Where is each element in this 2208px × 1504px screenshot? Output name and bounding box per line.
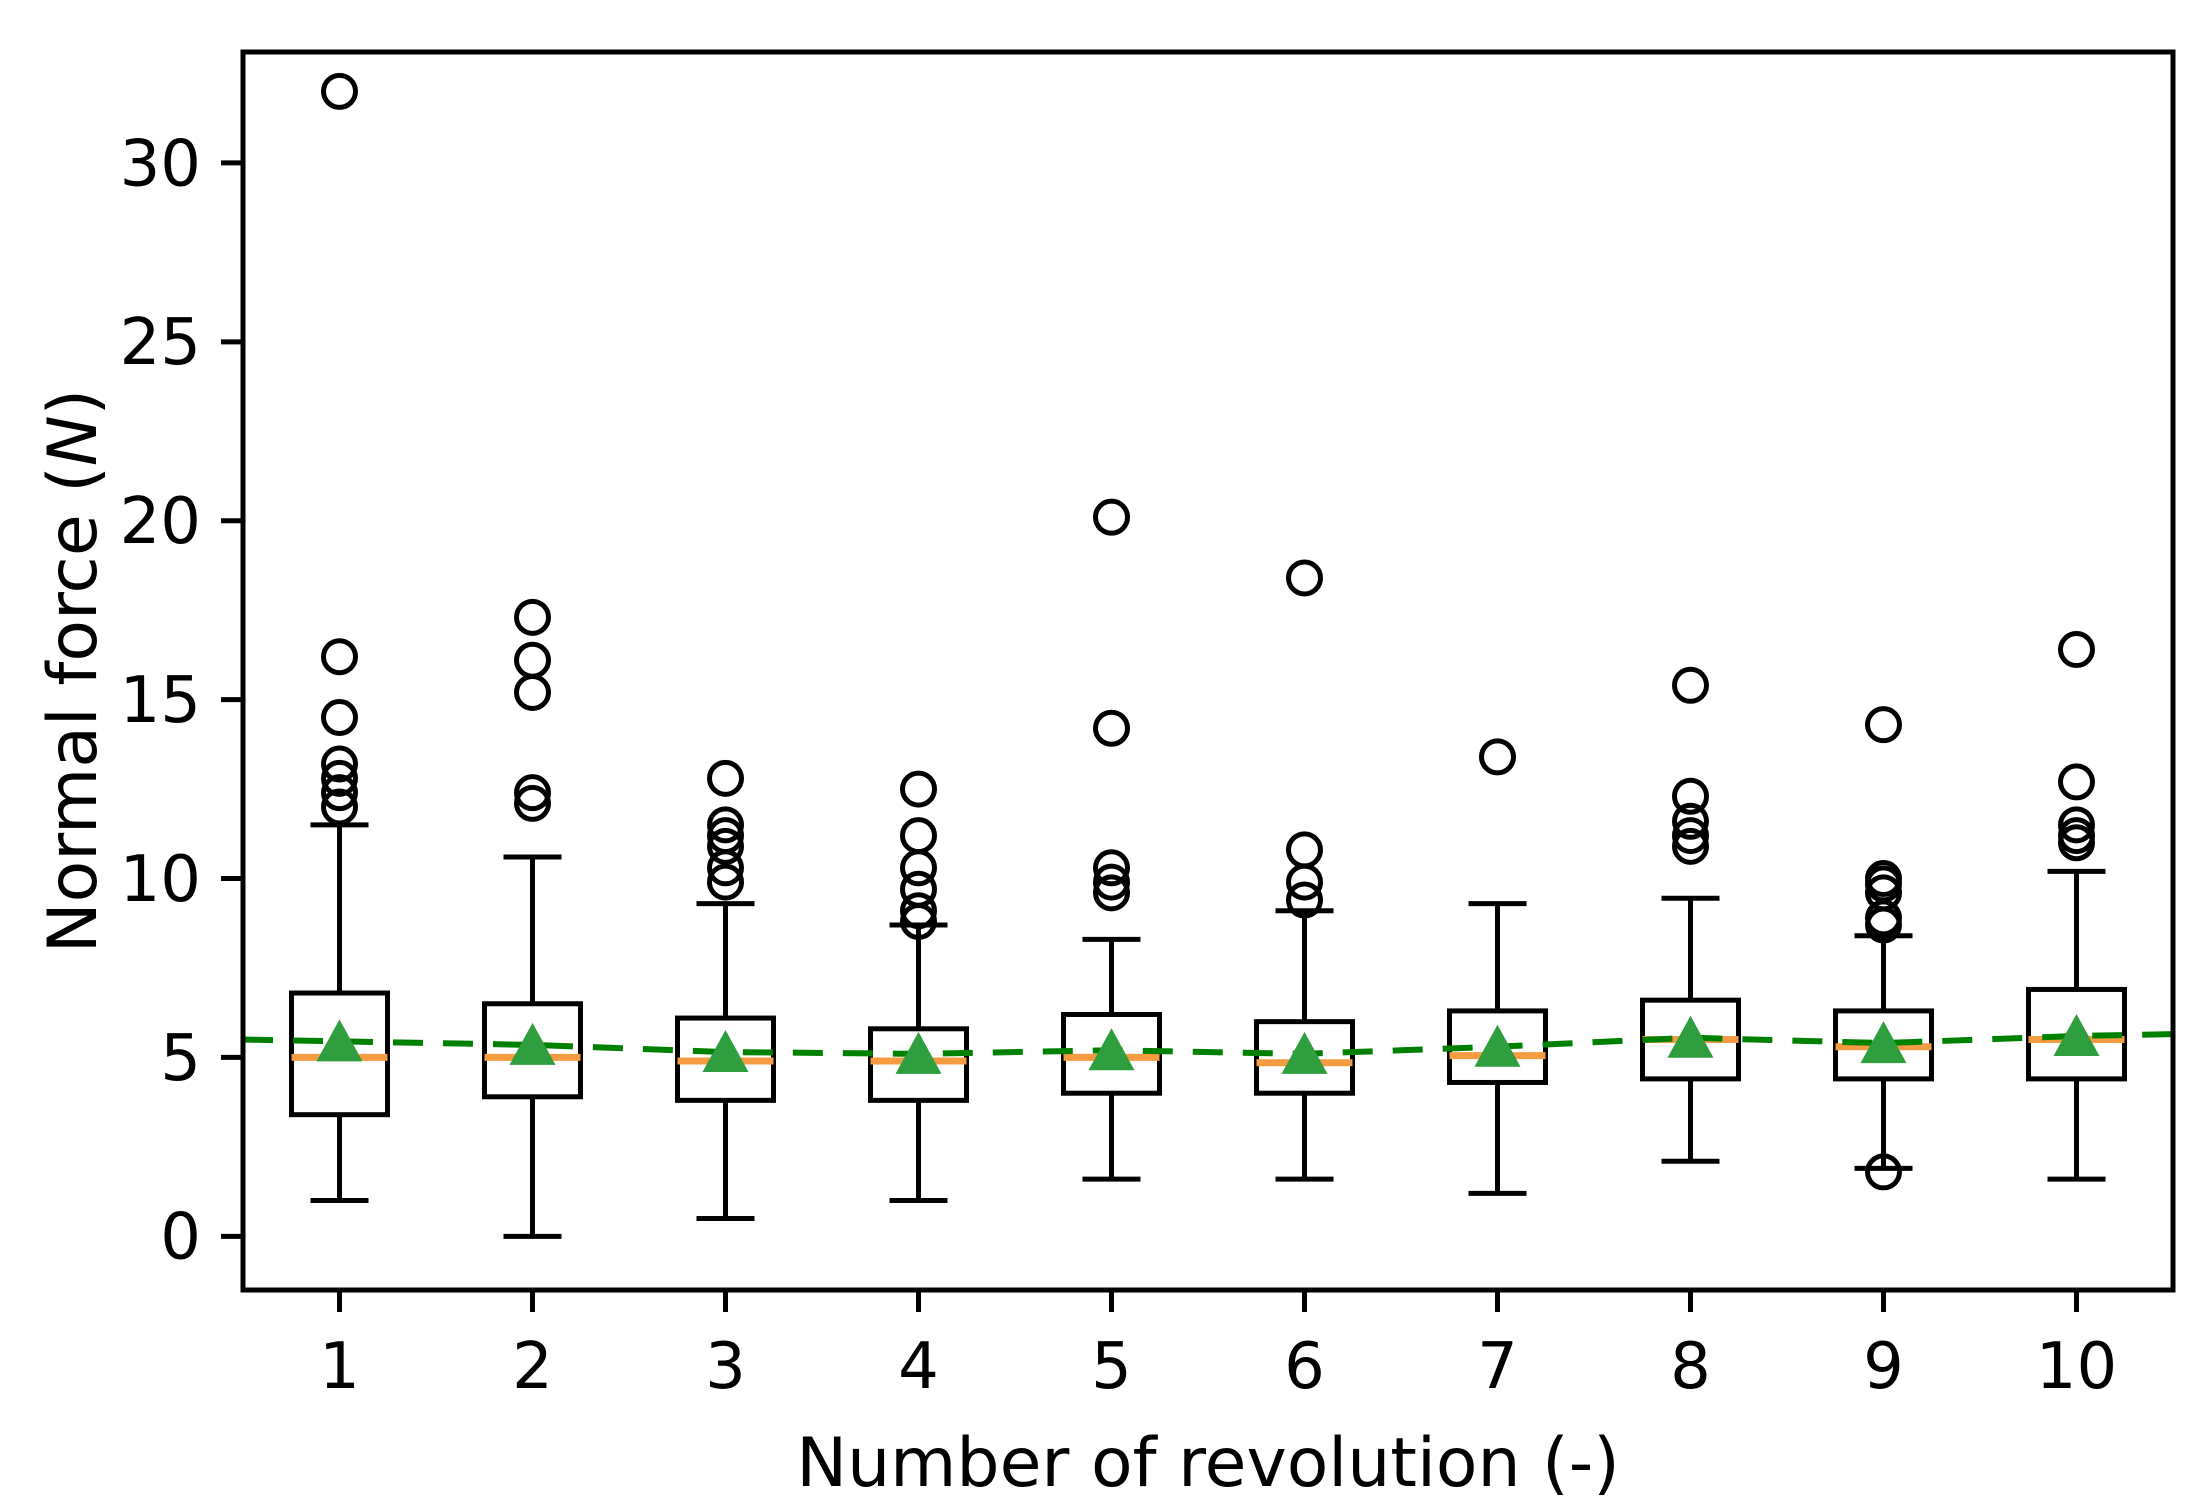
outlier-point	[707, 849, 744, 887]
outlier-point	[1286, 881, 1323, 919]
x-tick-label: 3	[705, 1330, 746, 1404]
outlier-point	[321, 72, 358, 110]
mean-marker	[895, 1031, 942, 1074]
mean-marker	[702, 1030, 749, 1073]
x-tick-label: 1	[319, 1330, 360, 1404]
outlier-point	[707, 806, 744, 844]
y-tick-label: 20	[120, 485, 201, 559]
mean-marker	[316, 1019, 363, 1062]
outlier-point	[1865, 706, 1902, 744]
mean-marker	[1281, 1031, 1328, 1074]
outlier-point	[1479, 738, 1516, 776]
axes-spines	[240, 49, 2176, 1293]
outlier-point	[321, 788, 358, 826]
x-tick-label: 8	[1670, 1330, 1711, 1404]
outlier-point	[321, 774, 358, 812]
outlier-point	[514, 784, 551, 822]
outlier-point	[1865, 1153, 1902, 1191]
outlier-point	[321, 638, 358, 676]
outlier-point	[707, 863, 744, 901]
outlier-point	[707, 827, 744, 865]
outlier-point	[2058, 824, 2095, 862]
outlier-point	[2058, 806, 2095, 844]
outlier-point	[1865, 906, 1902, 944]
x-axis-label: Number of revolution (-)	[796, 1424, 1620, 1503]
outlier-point	[321, 745, 358, 783]
x-tick-label: 4	[898, 1330, 939, 1404]
outlier-point	[1093, 709, 1130, 747]
outlier-point	[900, 902, 937, 940]
outlier-point	[1093, 498, 1130, 536]
x-tick-label: 5	[1091, 1330, 1132, 1404]
outlier-point	[1672, 666, 1709, 704]
outlier-point	[1672, 827, 1709, 865]
y-axis-label: Normal force (N)	[34, 389, 113, 953]
y-tick-label: 25	[120, 306, 201, 380]
outlier-point	[514, 673, 551, 711]
y-tick-label: 0	[160, 1201, 201, 1275]
outlier-point	[900, 892, 937, 930]
x-tick-label: 10	[2036, 1330, 2117, 1404]
outlier-point	[514, 598, 551, 636]
outlier-point	[1093, 849, 1130, 887]
outlier-point	[1093, 874, 1130, 912]
outlier-point	[1672, 802, 1709, 840]
outlier-point	[1286, 559, 1323, 597]
y-tick-label: 10	[120, 843, 201, 917]
y-tick-label: 5	[160, 1022, 201, 1096]
outlier-point	[1286, 863, 1323, 901]
outlier-point	[514, 774, 551, 812]
mean-marker	[1860, 1021, 1907, 1064]
outlier-point	[321, 699, 358, 737]
outlier-point	[900, 849, 937, 887]
outlier-point	[2058, 763, 2095, 801]
x-tick-label: 6	[1284, 1330, 1325, 1404]
mean-dashed-line	[242, 1031, 2174, 1057]
outlier-point	[1672, 817, 1709, 855]
x-tick-label: 9	[1863, 1330, 1904, 1404]
mean-marker	[509, 1022, 556, 1065]
outlier-point	[900, 770, 937, 808]
mean-marker	[1088, 1028, 1135, 1071]
x-tick-label: 2	[512, 1330, 553, 1404]
outlier-point	[1093, 863, 1130, 901]
outlier-point	[707, 759, 744, 797]
outlier-point	[2058, 631, 2095, 669]
y-tick-label: 30	[120, 127, 201, 201]
outlier-point	[1672, 777, 1709, 815]
mean-marker	[1474, 1024, 1521, 1067]
outlier-point	[321, 759, 358, 797]
mean-marker	[1667, 1015, 1714, 1058]
y-tick-label: 15	[120, 664, 201, 738]
mean-marker	[2053, 1013, 2100, 1056]
x-tick-label: 7	[1477, 1330, 1518, 1404]
